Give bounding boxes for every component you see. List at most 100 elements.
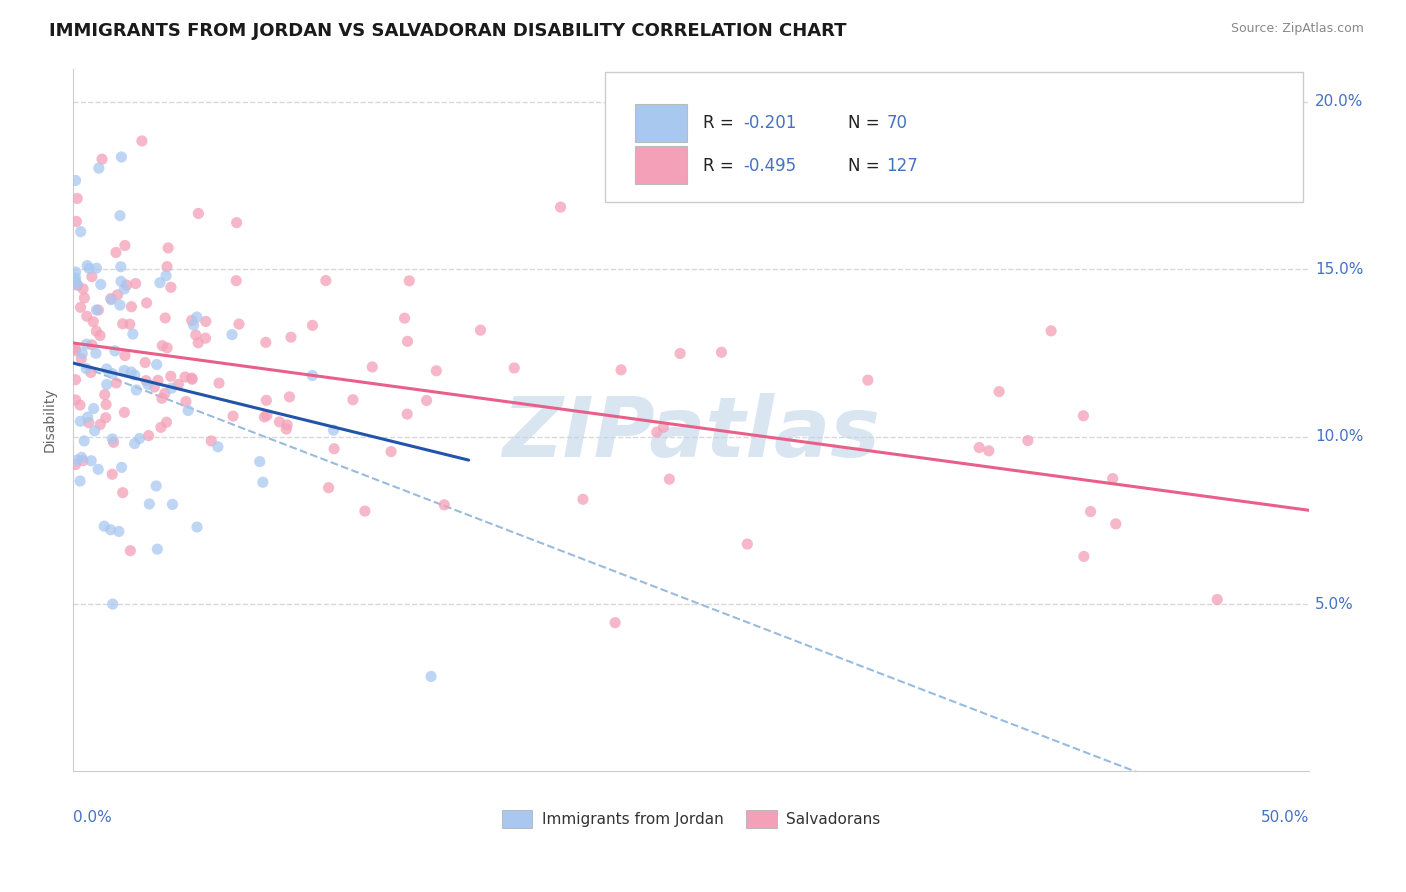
Point xyxy=(425,364,447,378)
Point xyxy=(65,275,87,289)
Point xyxy=(153,386,176,401)
Point xyxy=(120,543,142,558)
Point xyxy=(138,428,160,442)
Text: 0.0%: 0.0% xyxy=(73,810,112,825)
Point xyxy=(80,366,103,380)
Point xyxy=(180,371,202,385)
Point xyxy=(89,417,111,432)
Point xyxy=(120,365,142,379)
Point xyxy=(361,359,384,374)
Point xyxy=(100,292,122,306)
Point xyxy=(121,327,143,342)
Point xyxy=(222,409,245,423)
Point xyxy=(77,416,100,430)
Point xyxy=(394,311,416,326)
Point xyxy=(200,434,222,448)
Point xyxy=(146,542,169,557)
Point xyxy=(396,334,419,349)
Point xyxy=(323,442,346,456)
Point xyxy=(1017,434,1039,448)
Point xyxy=(87,462,110,476)
Point xyxy=(80,454,103,468)
Point xyxy=(225,274,247,288)
Point xyxy=(150,391,173,405)
Point xyxy=(100,523,122,537)
Point xyxy=(1040,324,1063,338)
Point xyxy=(155,415,177,429)
Point xyxy=(86,303,108,318)
Point xyxy=(65,458,87,472)
Point xyxy=(108,524,131,539)
Text: IMMIGRANTS FROM JORDAN VS SALVADORAN DISABILITY CORRELATION CHART: IMMIGRANTS FROM JORDAN VS SALVADORAN DIS… xyxy=(49,22,846,40)
Point xyxy=(278,390,301,404)
Point xyxy=(101,597,124,611)
Point xyxy=(658,472,681,486)
Point xyxy=(131,134,153,148)
Point xyxy=(69,398,91,412)
Legend: Immigrants from Jordan, Salvadorans: Immigrants from Jordan, Salvadorans xyxy=(496,804,886,834)
Point xyxy=(186,310,208,324)
Point xyxy=(124,368,146,382)
Text: R =: R = xyxy=(703,114,740,132)
Point xyxy=(856,373,879,387)
Point xyxy=(73,434,96,448)
Point xyxy=(94,397,117,411)
Point xyxy=(86,261,108,276)
Point xyxy=(253,409,276,424)
Point xyxy=(342,392,364,407)
Point xyxy=(103,435,125,450)
Point xyxy=(104,245,127,260)
Point xyxy=(977,443,1000,458)
Point xyxy=(96,377,118,392)
Point xyxy=(669,346,692,360)
Point xyxy=(115,278,138,293)
Point xyxy=(80,338,103,352)
Point xyxy=(87,161,110,175)
Point xyxy=(107,288,129,302)
Point xyxy=(194,331,217,345)
Point xyxy=(101,367,124,381)
Point xyxy=(150,339,173,353)
Point xyxy=(167,377,190,392)
Point xyxy=(301,318,323,333)
Point xyxy=(135,296,157,310)
Point xyxy=(70,351,93,366)
Text: Source: ZipAtlas.com: Source: ZipAtlas.com xyxy=(1230,22,1364,36)
Point xyxy=(94,410,117,425)
Point xyxy=(174,370,197,384)
Point xyxy=(65,173,87,187)
Point xyxy=(1073,549,1095,564)
Point xyxy=(112,363,135,377)
Text: 50.0%: 50.0% xyxy=(1261,810,1309,825)
Point xyxy=(112,282,135,296)
Point xyxy=(89,328,111,343)
Point xyxy=(77,261,100,276)
Point xyxy=(65,214,87,228)
Point xyxy=(136,377,159,392)
Point xyxy=(145,358,167,372)
Point xyxy=(69,301,91,315)
Point xyxy=(145,479,167,493)
Text: -0.201: -0.201 xyxy=(742,114,796,132)
Point xyxy=(221,327,243,342)
Point xyxy=(101,432,124,446)
Point xyxy=(83,424,105,438)
Point xyxy=(174,394,197,409)
Point xyxy=(208,376,231,391)
Point xyxy=(75,361,97,376)
Point xyxy=(118,317,141,331)
Point xyxy=(276,422,298,436)
Point xyxy=(187,335,209,350)
Point xyxy=(737,537,759,551)
Point xyxy=(104,343,127,358)
Point xyxy=(160,381,183,395)
Point xyxy=(86,324,108,338)
Point xyxy=(1101,472,1123,486)
Point xyxy=(69,474,91,488)
Point xyxy=(91,152,114,166)
Point xyxy=(988,384,1011,399)
Point xyxy=(967,441,990,455)
Point xyxy=(128,432,150,446)
Point xyxy=(135,374,157,388)
Point xyxy=(550,200,572,214)
